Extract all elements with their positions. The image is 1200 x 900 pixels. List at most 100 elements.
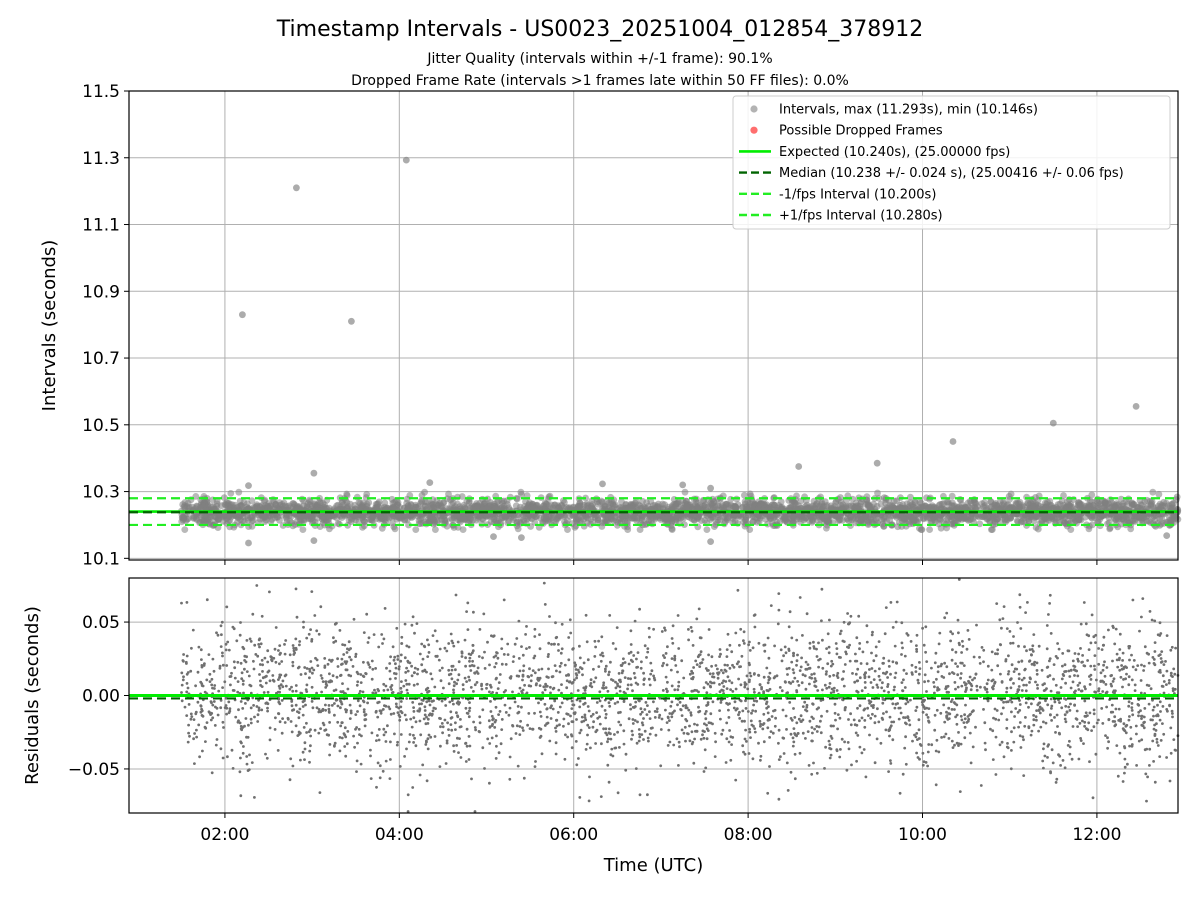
residual-point <box>757 741 760 745</box>
interval-point <box>931 514 939 522</box>
interval-outlier-point <box>239 311 246 319</box>
residual-point <box>491 722 494 726</box>
residual-point <box>466 601 470 605</box>
residual-point <box>230 671 233 675</box>
residual-point <box>671 624 675 628</box>
residual-point <box>1123 746 1127 750</box>
residual-point <box>1169 726 1173 730</box>
residual-point <box>606 763 610 767</box>
residual-point <box>368 665 372 669</box>
residual-point <box>918 667 922 670</box>
interval-point <box>507 493 514 501</box>
residual-point <box>784 714 788 718</box>
residual-point <box>422 717 426 721</box>
residual-point <box>1056 725 1059 728</box>
residual-point <box>925 690 928 693</box>
residual-point <box>418 702 421 706</box>
residual-point <box>425 700 429 704</box>
residual-point <box>648 717 652 720</box>
residual-point <box>405 688 409 692</box>
residual-point <box>326 662 330 666</box>
residual-point <box>1002 755 1006 759</box>
residual-point <box>741 744 745 748</box>
residual-point <box>1165 634 1169 637</box>
residual-point <box>959 672 963 675</box>
residual-point <box>1102 663 1105 667</box>
residual-point <box>676 670 679 674</box>
residual-point <box>812 672 816 676</box>
residual-point <box>180 699 184 703</box>
interval-point <box>763 501 770 509</box>
residual-point <box>1116 774 1120 778</box>
residual-point <box>525 647 528 650</box>
interval-point <box>459 526 467 533</box>
residual-point <box>769 730 773 733</box>
residual-point <box>253 715 256 719</box>
residual-point <box>450 677 454 681</box>
residual-point <box>468 659 471 663</box>
residual-point <box>399 653 403 657</box>
residual-point <box>812 647 816 650</box>
residual-point <box>465 744 469 748</box>
residual-point <box>773 708 777 712</box>
residual-point <box>827 651 831 655</box>
residual-point <box>751 757 755 761</box>
residual-point <box>581 673 584 677</box>
residual-point <box>427 651 431 654</box>
residual-point <box>1010 700 1014 704</box>
residual-point <box>489 683 492 687</box>
residual-point <box>676 614 680 617</box>
residual-point <box>846 645 849 649</box>
residual-point <box>195 735 199 739</box>
interval-point <box>583 500 591 508</box>
residual-point <box>266 706 269 710</box>
residual-point <box>498 673 502 676</box>
residual-point <box>570 720 574 723</box>
residual-point <box>259 679 262 683</box>
residual-point <box>1084 711 1088 715</box>
residual-point <box>900 653 903 656</box>
residual-point <box>1023 645 1026 649</box>
residual-point <box>811 731 814 735</box>
residual-point <box>454 728 457 731</box>
interval-point <box>1030 513 1038 521</box>
residual-point <box>1053 716 1056 719</box>
interval-point <box>391 525 399 533</box>
interval-point <box>807 512 815 520</box>
residual-point <box>785 728 788 731</box>
residual-point <box>231 767 235 770</box>
residual-point <box>217 689 221 693</box>
residual-point <box>814 685 818 688</box>
residual-point <box>483 667 487 670</box>
interval-point <box>302 512 310 520</box>
residual-point <box>1073 665 1077 668</box>
residual-point <box>537 679 540 682</box>
residual-point <box>324 703 327 707</box>
residual-point <box>618 746 621 749</box>
residual-point <box>377 645 381 649</box>
residual-point <box>454 593 458 597</box>
residual-point <box>632 671 636 675</box>
residual-point <box>819 719 822 723</box>
residual-point <box>648 635 651 639</box>
residual-point <box>734 687 738 691</box>
residual-point <box>301 750 305 754</box>
residual-point <box>731 663 734 667</box>
residual-point <box>1022 683 1026 687</box>
residual-point <box>252 704 256 707</box>
residual-point <box>769 604 773 607</box>
intervals-y-tick-label: 10.9 <box>82 282 120 302</box>
residual-point <box>692 666 695 669</box>
residual-point <box>751 646 755 650</box>
residual-point <box>930 666 933 670</box>
residual-point <box>1056 642 1059 645</box>
residual-point <box>456 678 460 682</box>
residual-point <box>1043 682 1046 686</box>
residual-point <box>1156 744 1160 747</box>
residual-point <box>343 745 347 748</box>
residual-point <box>1019 746 1023 749</box>
residual-point <box>609 732 612 736</box>
residual-point <box>699 650 703 654</box>
residual-point <box>340 721 344 724</box>
residual-point <box>295 615 299 619</box>
